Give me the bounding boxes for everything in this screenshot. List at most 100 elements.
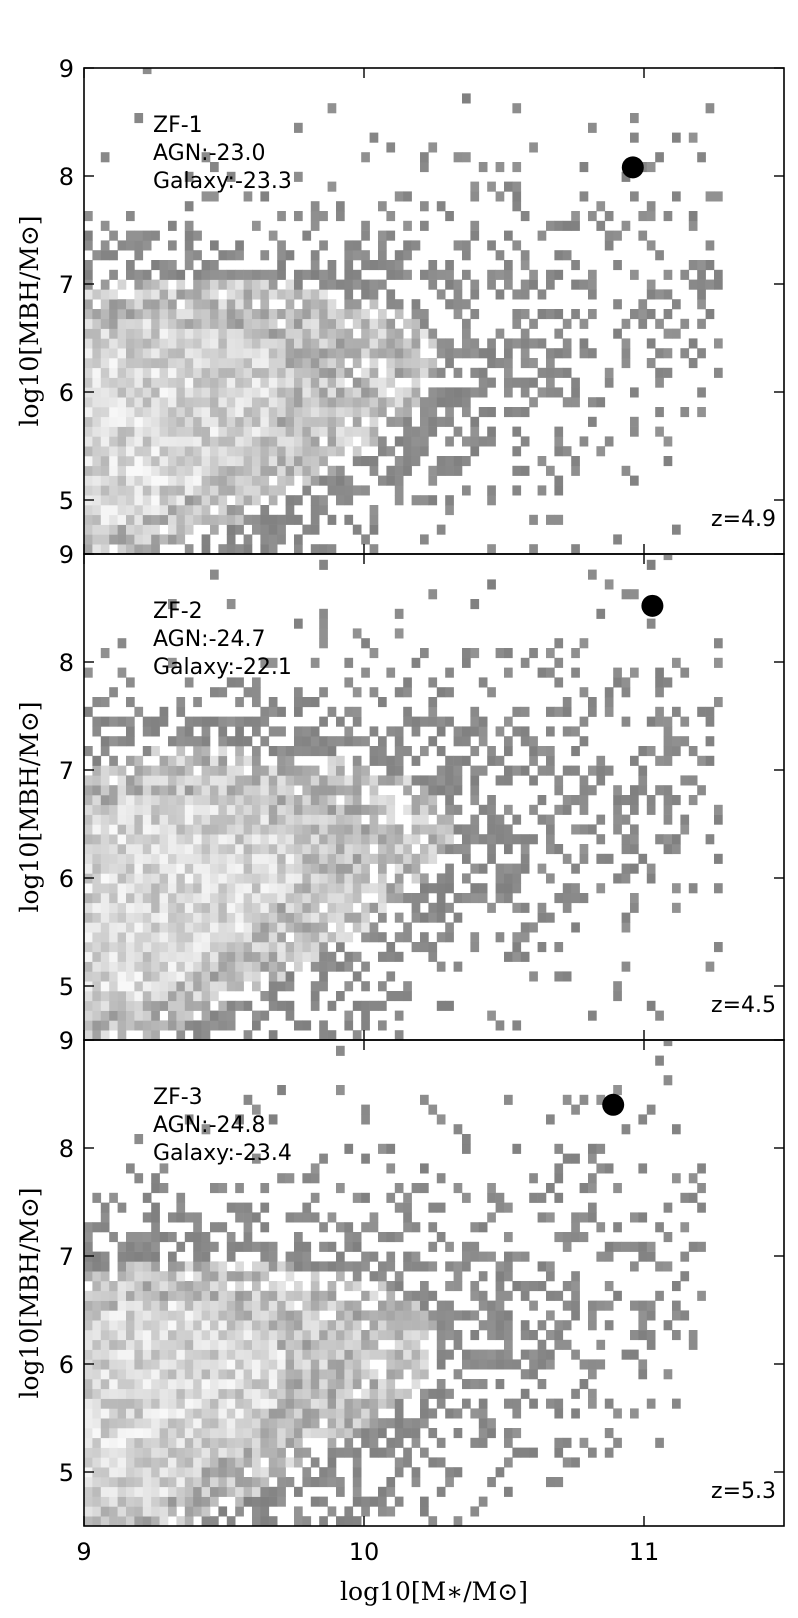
density-bin [201, 1290, 211, 1301]
density-bin [336, 328, 345, 339]
density-bin [168, 1310, 177, 1321]
density-bin [168, 475, 177, 486]
density-bin [310, 426, 320, 437]
density-bin [142, 318, 152, 329]
density-bin [386, 1379, 396, 1390]
density-bin [470, 883, 480, 894]
density-bin [319, 1320, 328, 1331]
density-bin [84, 1428, 93, 1439]
density-bin [134, 1457, 144, 1468]
density-bin [487, 804, 496, 815]
density-bin [134, 289, 144, 300]
density-bin [218, 1428, 228, 1439]
density-bin [109, 922, 118, 933]
density-bin [134, 981, 144, 992]
density-bin [218, 338, 228, 349]
density-bin [109, 436, 118, 447]
density-bin [168, 1408, 177, 1419]
density-bin [117, 309, 127, 320]
density-bin [100, 495, 110, 506]
density-bin [369, 367, 379, 378]
density-bin [646, 358, 656, 369]
density-bin [336, 377, 345, 388]
density-bin [478, 1408, 488, 1419]
density-bin [176, 1261, 186, 1272]
density-bin [386, 951, 396, 962]
density-bin [92, 1408, 102, 1419]
density-bin [235, 1437, 244, 1448]
density-bin [235, 951, 244, 962]
density-bin [403, 1418, 412, 1429]
density-bin [142, 68, 152, 75]
density-bin [310, 697, 320, 708]
density-bin [672, 883, 681, 894]
density-bin [714, 942, 723, 953]
density-bin [495, 1281, 505, 1292]
density-bin [243, 1290, 253, 1301]
density-bin [252, 951, 261, 962]
density-bin [420, 932, 429, 943]
density-bin [117, 873, 127, 884]
density-bin [512, 814, 522, 825]
density-bin [378, 775, 387, 786]
density-bin [92, 358, 102, 369]
density-bin [436, 1379, 446, 1390]
density-bin [495, 932, 505, 943]
density-bin [369, 299, 379, 310]
density-bin [126, 785, 135, 796]
density-bin [327, 367, 337, 378]
density-bin [663, 1320, 673, 1331]
density-bin [134, 377, 144, 388]
density-bin [151, 1369, 160, 1380]
density-bin [394, 1183, 404, 1194]
density-bin [613, 873, 622, 884]
density-bin [176, 505, 186, 516]
density-bin [411, 426, 421, 437]
density-bin [117, 1437, 127, 1448]
density-bin [168, 348, 177, 359]
density-bin [327, 544, 337, 554]
density-bin [134, 902, 144, 913]
density-bin [193, 1251, 202, 1262]
density-bin [436, 912, 446, 923]
density-bin [562, 1320, 572, 1331]
density-bin [176, 1241, 186, 1252]
density-bin [126, 736, 135, 747]
density-bin [537, 863, 547, 874]
density-bin [646, 1339, 656, 1350]
density-bin [604, 1300, 614, 1311]
density-bin [100, 436, 110, 447]
density-bin [688, 260, 698, 271]
density-bin [252, 775, 261, 786]
density-bin [176, 863, 186, 874]
density-bin [386, 1251, 396, 1262]
density-bin [378, 407, 387, 418]
density-bin [646, 338, 656, 349]
density-bin [310, 746, 320, 757]
density-bin [319, 446, 328, 457]
density-bin [235, 716, 244, 727]
density-bin [655, 1290, 664, 1301]
density-bin [84, 863, 93, 874]
density-bin [117, 844, 127, 855]
density-bin [84, 426, 93, 437]
density-bin [100, 377, 110, 388]
density-bin [529, 1300, 538, 1311]
density-bin [210, 1290, 219, 1301]
density-bin [184, 1467, 194, 1478]
density-bin [134, 961, 144, 972]
density-bin [487, 544, 496, 554]
density-bin [268, 1359, 278, 1370]
density-bin [159, 436, 169, 447]
density-bin [327, 961, 337, 972]
density-bin [201, 1339, 211, 1350]
density-bin [436, 1000, 446, 1011]
density-bin [462, 407, 471, 418]
density-bin [193, 485, 202, 496]
density-bin [159, 534, 169, 545]
density-bin [277, 1330, 286, 1341]
density-bin [193, 505, 202, 516]
density-bin [100, 1379, 110, 1390]
density-bin [310, 853, 320, 864]
density-bin [142, 814, 152, 825]
